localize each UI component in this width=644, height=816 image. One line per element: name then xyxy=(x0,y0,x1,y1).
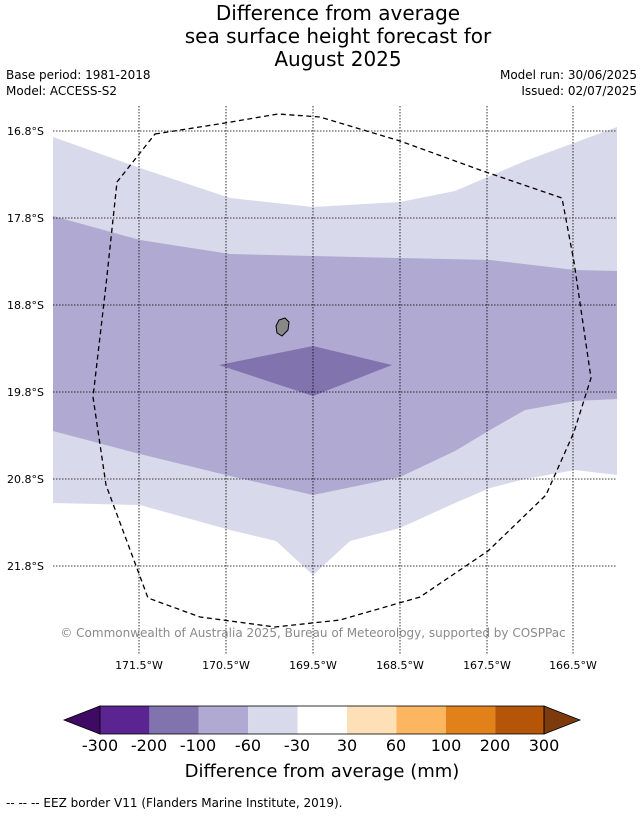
lon-label: 171.5°W xyxy=(115,659,163,672)
model-run: Model run: 30/06/2025 xyxy=(499,68,637,82)
eez-legend-note: -- -- -- EEZ border V11 (Flanders Marine… xyxy=(6,796,343,810)
colorbar-tick: 300 xyxy=(528,736,560,755)
colorbar-segment xyxy=(149,706,199,734)
colorbar-tick: 200 xyxy=(479,736,511,755)
colorbar-tick: -30 xyxy=(283,736,311,755)
colorbar-segment xyxy=(198,706,249,734)
lon-label: 168.5°W xyxy=(376,659,424,672)
colorbar-segment xyxy=(495,706,544,734)
anomaly-fields xyxy=(53,127,617,575)
lat-label: 16.8°S xyxy=(7,125,44,138)
issued-date: Issued: 02/07/2025 xyxy=(521,84,637,98)
title-line-3: August 2025 xyxy=(274,47,402,71)
colorbar-segment xyxy=(297,706,347,734)
colorbar-tick: 100 xyxy=(430,736,462,755)
model-name: Model: ACCESS-S2 xyxy=(6,84,118,98)
colorbar-tick: -200 xyxy=(130,736,168,755)
eez-border xyxy=(92,113,592,628)
anomaly-band-dark xyxy=(219,346,392,396)
colorbar-tick: -100 xyxy=(179,736,217,755)
longitude-labels: 171.5°W 170.5°W 169.5°W 168.5°W 167.5°W … xyxy=(115,659,597,672)
colorbar-segment xyxy=(445,706,496,734)
meta-right: Model run: 30/06/2025 Issued: 02/07/2025 xyxy=(500,67,637,99)
lon-label: 166.5°W xyxy=(549,659,597,672)
base-period: Base period: 1981-2018 xyxy=(6,68,151,82)
gridlines xyxy=(53,106,617,654)
lon-label: 169.5°W xyxy=(289,659,337,672)
colorbar xyxy=(62,705,582,735)
copyright-notice: © Commonwealth of Australia 2025, Bureau… xyxy=(60,626,565,640)
title-line-1: Difference from average xyxy=(215,1,461,25)
latitude-labels: 16.8°S 17.8°S 18.8°S 19.8°S 20.8°S 21.8°… xyxy=(7,125,44,573)
lon-label: 170.5°W xyxy=(202,659,250,672)
colorbar-extend-low xyxy=(62,705,101,735)
lat-label: 17.8°S xyxy=(7,212,44,225)
lat-label: 19.8°S xyxy=(7,386,44,399)
title-line-2: sea surface height forecast for xyxy=(184,24,492,48)
colorbar-tick: 30 xyxy=(336,736,358,755)
colorbar-tick: -300 xyxy=(81,736,119,755)
lat-label: 20.8°S xyxy=(7,473,44,486)
colorbar-tick: -60 xyxy=(234,736,262,755)
colorbar-segment xyxy=(248,706,298,734)
lat-label: 18.8°S xyxy=(7,299,44,312)
island-land xyxy=(275,317,290,337)
colorbar-label: Difference from average (mm) xyxy=(184,761,460,782)
colorbar-outline xyxy=(99,705,545,735)
lon-label: 167.5°W xyxy=(463,659,511,672)
colorbar-segment xyxy=(347,706,397,734)
colorbar-segment xyxy=(100,706,150,734)
colorbar-tick: 60 xyxy=(385,736,407,755)
colorbar-extend-high xyxy=(543,705,582,735)
lat-label: 21.8°S xyxy=(7,560,44,573)
colorbar-segment xyxy=(396,706,446,734)
chart-title: Difference from average sea surface heig… xyxy=(0,2,644,71)
meta-left: Base period: 1981-2018 Model: ACCESS-S2 xyxy=(6,67,151,99)
